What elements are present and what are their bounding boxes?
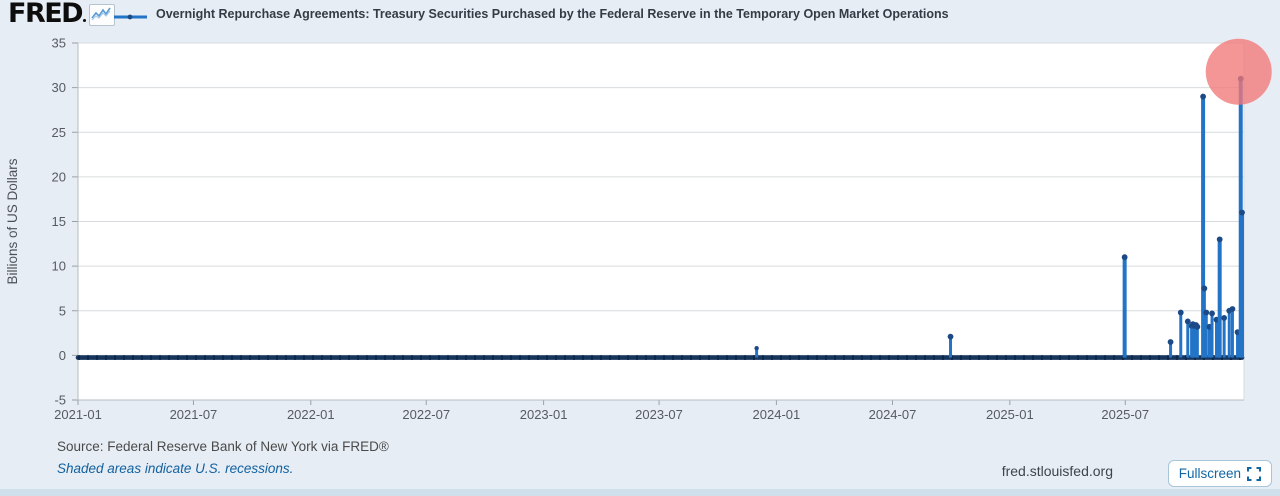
svg-text:30: 30: [52, 80, 66, 95]
svg-text:2025-01: 2025-01: [986, 407, 1034, 422]
svg-text:2025-07: 2025-07: [1101, 407, 1149, 422]
svg-text:2023-01: 2023-01: [520, 407, 568, 422]
registered-mark: [83, 19, 87, 22]
svg-text:2022-07: 2022-07: [402, 407, 450, 422]
series-title: Overnight Repurchase Agreements: Treasur…: [156, 7, 949, 21]
svg-text:10: 10: [52, 259, 66, 274]
svg-text:2023-07: 2023-07: [635, 407, 683, 422]
fred-logo-text: FRED: [8, 0, 84, 29]
svg-text:2024-07: 2024-07: [869, 407, 917, 422]
svg-text:20: 20: [52, 169, 66, 184]
svg-text:25: 25: [52, 125, 66, 140]
series-legend-marker: [113, 9, 149, 20]
recession-note-link[interactable]: Shaded areas indicate U.S. recessions.: [57, 461, 294, 476]
svg-text:5: 5: [59, 303, 66, 318]
fred-logo: FRED: [8, 0, 116, 29]
svg-text:-5: -5: [54, 393, 66, 408]
chart-header: FRED Overnight Repurchase Agreements: Tr…: [0, 0, 1280, 30]
svg-text:2022-01: 2022-01: [287, 407, 335, 422]
series-line: [75, 75, 1245, 360]
highlight-circle: [1205, 38, 1272, 105]
y-axis-tick-labels: 35 30 25 20 15 10 5 0 -5: [52, 36, 66, 408]
svg-text:2021-07: 2021-07: [170, 407, 218, 422]
svg-text:15: 15: [52, 214, 66, 229]
fred-logo-chart-icon: [89, 4, 116, 26]
svg-text:2024-01: 2024-01: [753, 407, 801, 422]
axis-ticks: [72, 42, 1126, 405]
site-link[interactable]: fred.stlouisfed.org: [1001, 463, 1113, 479]
fullscreen-label: Fullscreen: [1178, 466, 1241, 481]
svg-text:0: 0: [59, 348, 66, 363]
fullscreen-expand-icon: [1247, 466, 1261, 481]
bottom-border-band: [0, 489, 1280, 496]
source-text: Source: Federal Reserve Bank of New York…: [57, 439, 389, 454]
fullscreen-button[interactable]: Fullscreen: [1167, 460, 1272, 487]
svg-text:2021-01: 2021-01: [54, 407, 102, 422]
svg-text:35: 35: [52, 36, 66, 51]
x-axis-tick-labels: 2021-01 2021-07 2022-01 2022-07 2023-01 2023-…: [54, 407, 1149, 422]
y-axis-title: Billions of US Dollars: [5, 158, 20, 284]
